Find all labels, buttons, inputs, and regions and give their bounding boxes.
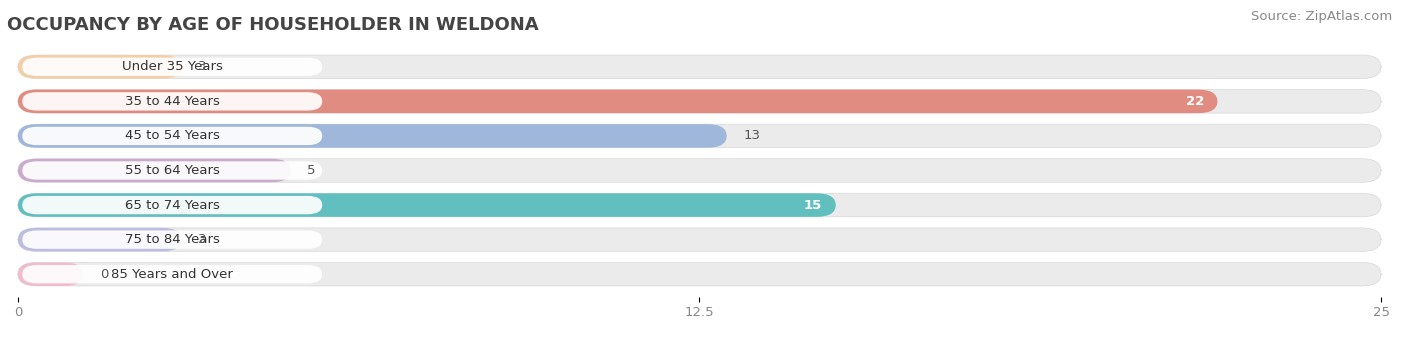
Text: 75 to 84 Years: 75 to 84 Years bbox=[125, 233, 219, 246]
Text: 22: 22 bbox=[1185, 95, 1204, 108]
FancyBboxPatch shape bbox=[18, 55, 181, 78]
Text: 85 Years and Over: 85 Years and Over bbox=[111, 268, 233, 281]
Text: 45 to 54 Years: 45 to 54 Years bbox=[125, 130, 219, 143]
FancyBboxPatch shape bbox=[18, 263, 1381, 286]
Text: Source: ZipAtlas.com: Source: ZipAtlas.com bbox=[1251, 10, 1392, 23]
Text: OCCUPANCY BY AGE OF HOUSEHOLDER IN WELDONA: OCCUPANCY BY AGE OF HOUSEHOLDER IN WELDO… bbox=[7, 16, 538, 34]
FancyBboxPatch shape bbox=[22, 265, 322, 283]
Text: 5: 5 bbox=[307, 164, 315, 177]
FancyBboxPatch shape bbox=[18, 55, 1381, 78]
FancyBboxPatch shape bbox=[18, 228, 1381, 251]
FancyBboxPatch shape bbox=[18, 90, 1218, 113]
FancyBboxPatch shape bbox=[18, 228, 181, 251]
FancyBboxPatch shape bbox=[22, 196, 322, 214]
FancyBboxPatch shape bbox=[18, 193, 1381, 217]
FancyBboxPatch shape bbox=[22, 92, 322, 110]
FancyBboxPatch shape bbox=[18, 159, 1381, 182]
FancyBboxPatch shape bbox=[18, 124, 727, 148]
Text: 3: 3 bbox=[198, 60, 207, 73]
FancyBboxPatch shape bbox=[22, 231, 322, 249]
FancyBboxPatch shape bbox=[22, 127, 322, 145]
Text: 35 to 44 Years: 35 to 44 Years bbox=[125, 95, 219, 108]
FancyBboxPatch shape bbox=[18, 159, 291, 182]
Text: 0: 0 bbox=[100, 268, 108, 281]
Text: 13: 13 bbox=[744, 130, 761, 143]
Text: Under 35 Years: Under 35 Years bbox=[122, 60, 222, 73]
FancyBboxPatch shape bbox=[18, 90, 1381, 113]
Text: 15: 15 bbox=[804, 198, 823, 211]
Text: 65 to 74 Years: 65 to 74 Years bbox=[125, 198, 219, 211]
Text: 55 to 64 Years: 55 to 64 Years bbox=[125, 164, 219, 177]
FancyBboxPatch shape bbox=[18, 263, 83, 286]
FancyBboxPatch shape bbox=[22, 161, 322, 180]
FancyBboxPatch shape bbox=[18, 124, 1381, 148]
Text: 3: 3 bbox=[198, 233, 207, 246]
FancyBboxPatch shape bbox=[18, 193, 835, 217]
FancyBboxPatch shape bbox=[22, 58, 322, 76]
